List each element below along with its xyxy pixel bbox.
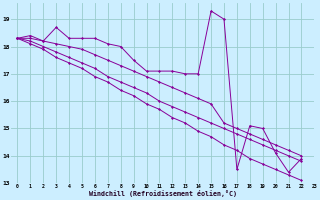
- X-axis label: Windchill (Refroidissement éolien,°C): Windchill (Refroidissement éolien,°C): [89, 190, 237, 197]
